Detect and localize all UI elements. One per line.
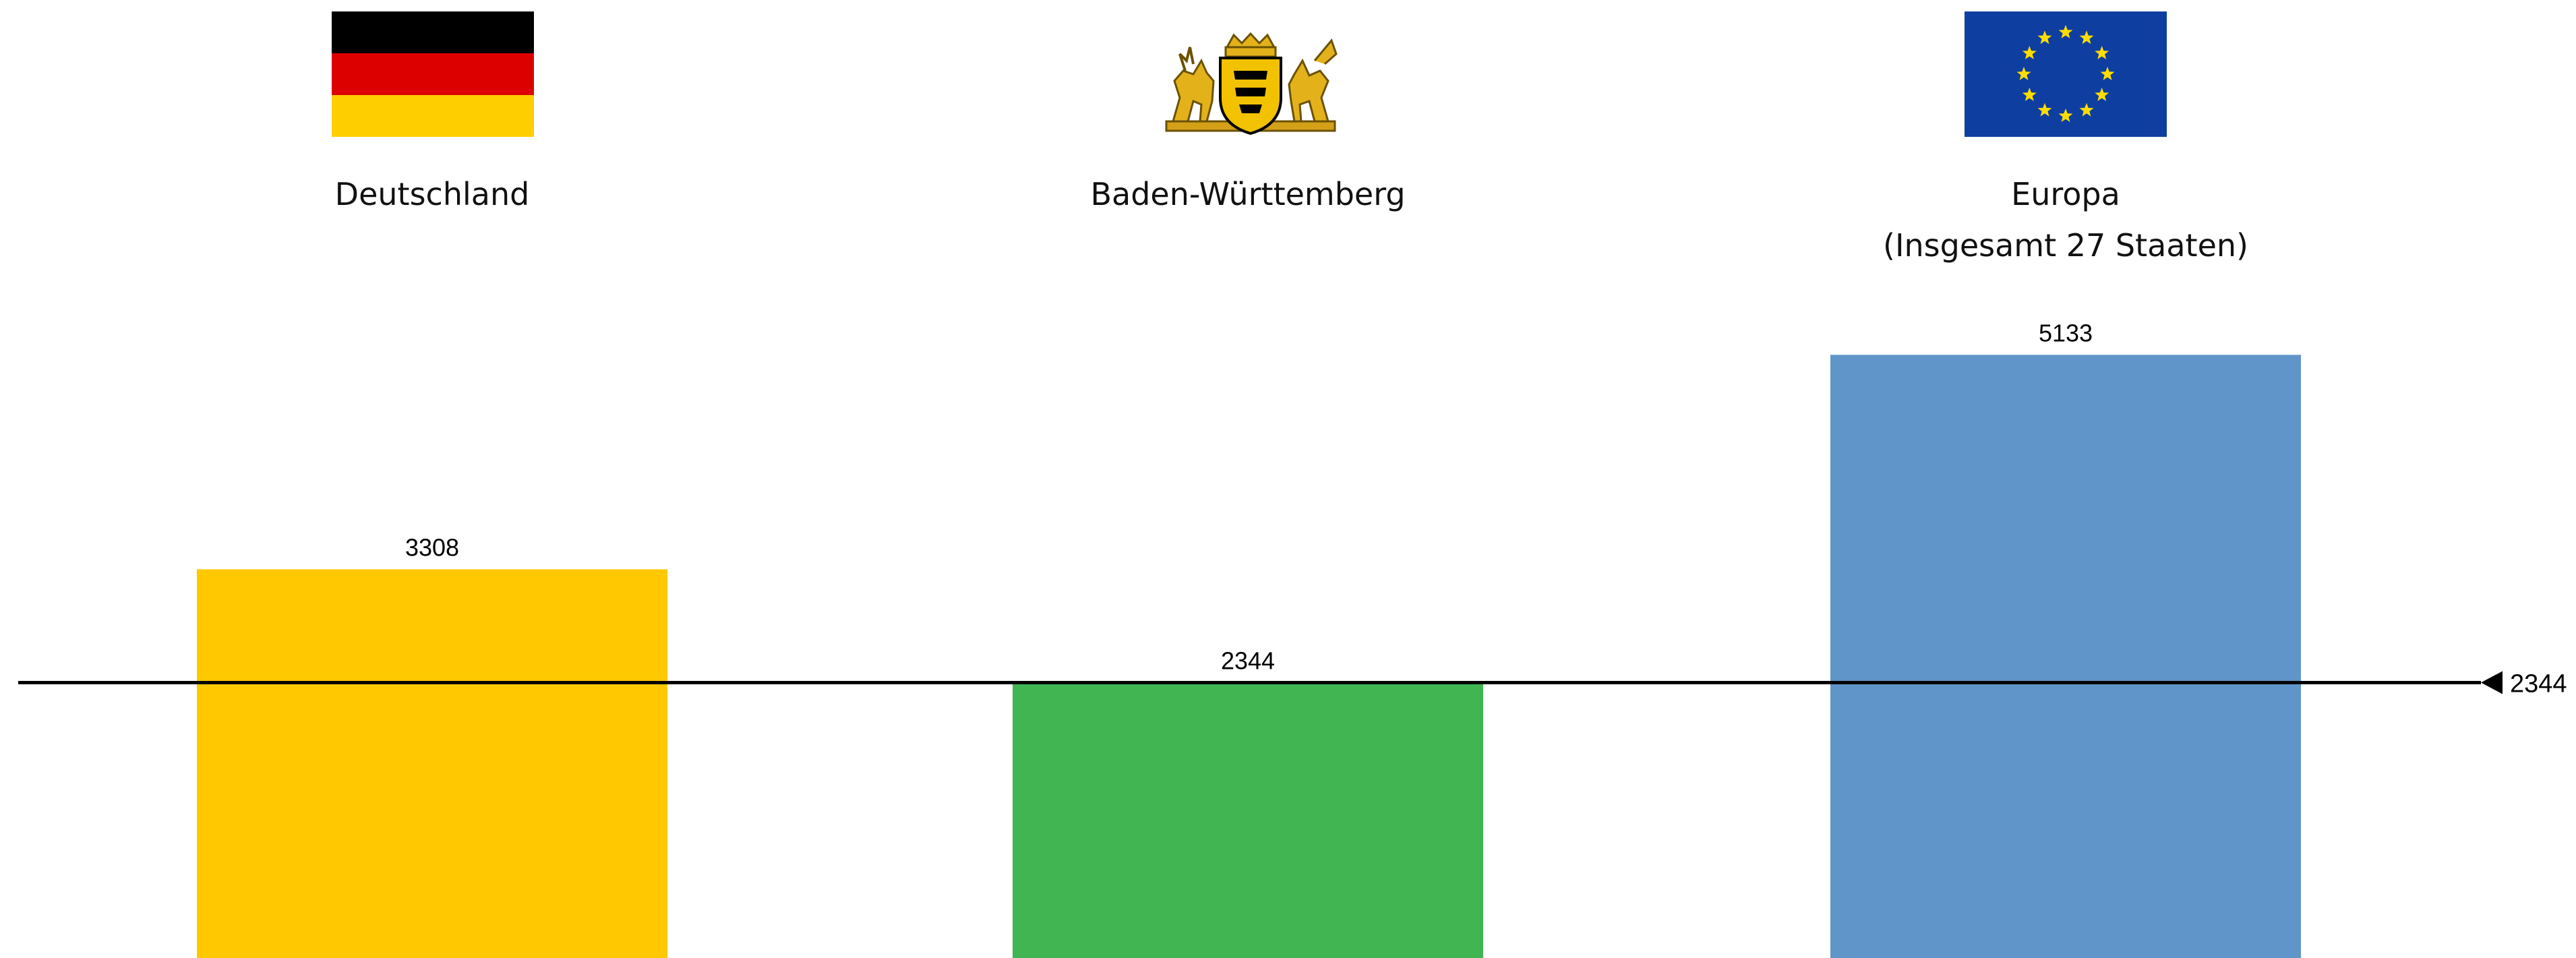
eu-star-icon [2037,102,2052,117]
eu-star-icon [2058,109,2073,122]
category-label: Baden-Württemberg [1090,176,1405,212]
category-sublabel: (Insgesamt 27 Staaten) [1883,227,2248,264]
eu-star-icon [2095,46,2109,59]
eu-star-icon [2058,25,2073,38]
german-flag-icon [332,11,534,137]
eu-star-icon [2022,88,2037,101]
bar-value-label: 5133 [2039,319,2093,347]
eu-star-icon [2100,67,2115,80]
eu-star-icon [2079,102,2094,117]
bar-value-label: 3308 [405,533,459,561]
bar [1830,355,2301,958]
reference-line-label: 2344 [2510,669,2567,698]
category-label: Deutschland [335,176,530,212]
eu-star-icon [2016,67,2031,80]
bar [1013,682,1483,958]
eu-star-icon [2079,30,2094,44]
eu-star-icon [2095,88,2109,101]
baden-wuerttemberg-coat-of-arms-icon [1165,32,1338,136]
reference-marker-icon [2481,671,2503,694]
category-label: Europa [2011,176,2120,212]
eu-star-icon [2022,46,2037,59]
bar [197,569,667,958]
bar-value-label: 2344 [1221,647,1275,674]
eu-flag-icon [1965,11,2167,137]
eu-star-icon [2037,30,2052,44]
